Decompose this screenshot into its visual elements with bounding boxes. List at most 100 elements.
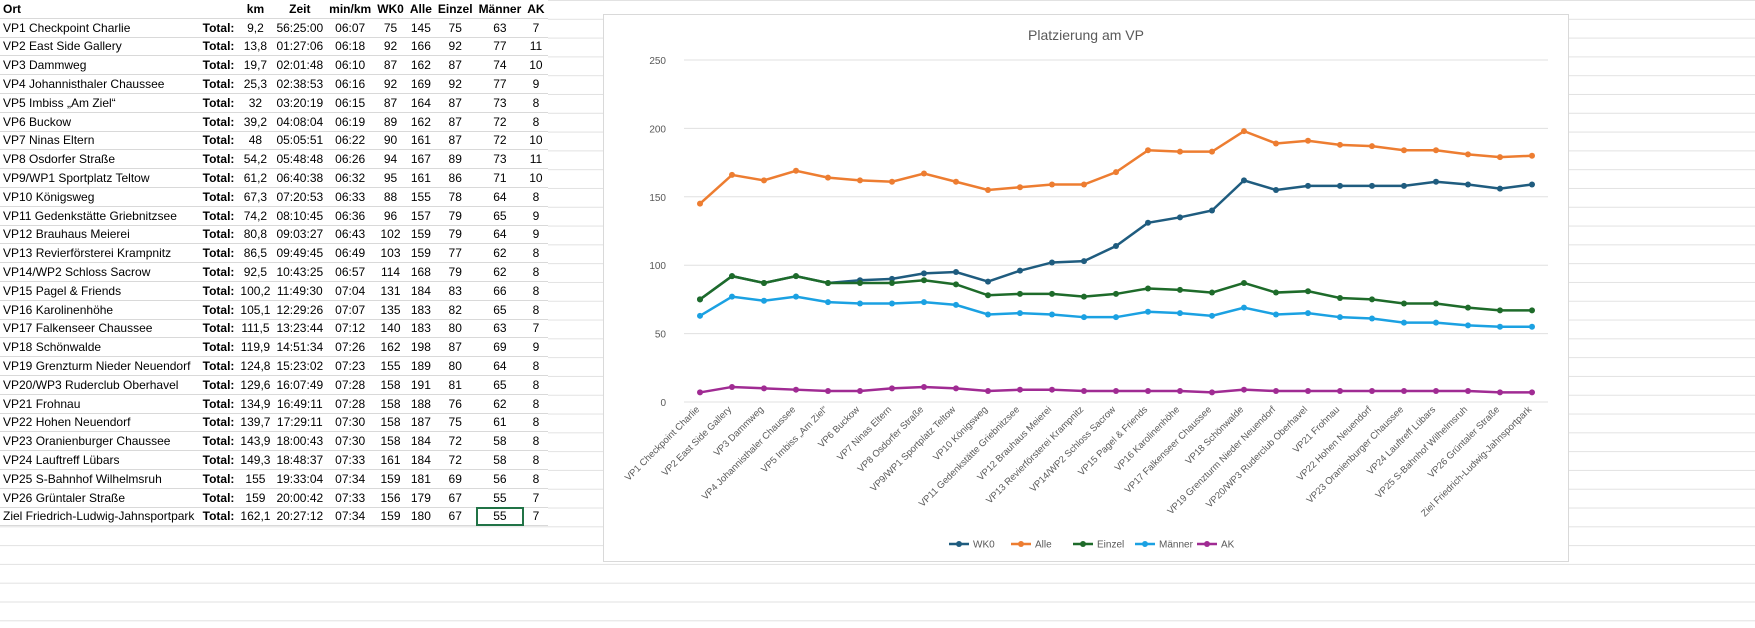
cell-zeit[interactable]: 05:05:51 (273, 131, 327, 151)
cell-pace[interactable]: 06:16 (326, 74, 375, 94)
cell-wk0[interactable]: 158 (374, 413, 407, 433)
cell-total-label[interactable]: Total: (197, 74, 238, 94)
cell-ak[interactable]: 10 (524, 55, 548, 76)
cell-km[interactable]: 67,3 (237, 187, 274, 207)
cell-alle[interactable]: 187 (406, 413, 435, 433)
cell-pace[interactable]: 07:28 (326, 375, 375, 395)
cell-pace[interactable]: 06:22 (326, 131, 375, 151)
cell-wk0[interactable]: 158 (374, 394, 407, 414)
cell-ak[interactable]: 8 (524, 450, 548, 470)
cell-ak[interactable]: 8 (524, 281, 548, 301)
cell-ort[interactable]: VP1 Checkpoint Charlie (0, 18, 198, 38)
cell-alle[interactable]: 184 (406, 431, 435, 452)
cell-pace[interactable]: 06:26 (326, 149, 375, 170)
cell-km[interactable]: 105,1 (237, 300, 274, 320)
cell-maenner[interactable]: 72 (475, 131, 525, 151)
cell-ak[interactable]: 8 (524, 356, 548, 376)
cell-ak[interactable]: 8 (524, 375, 548, 395)
cell-km[interactable]: 19,7 (237, 55, 274, 76)
cell-km[interactable]: 54,2 (237, 149, 274, 170)
cell-wk0[interactable]: 155 (374, 356, 407, 376)
cell-ort[interactable]: VP17 Falkenseer Chaussee (0, 319, 198, 339)
cell-wk0[interactable]: 95 (374, 168, 407, 188)
cell-einzel[interactable]: 87 (434, 112, 476, 132)
cell-total-label[interactable]: Total: (197, 225, 238, 245)
cell-ak[interactable]: 8 (524, 93, 548, 113)
cell-ak[interactable]: 10 (524, 168, 548, 188)
cell-km[interactable]: 74,2 (237, 206, 274, 226)
cell-wk0[interactable]: 103 (374, 243, 407, 264)
cell-wk0[interactable]: 140 (374, 319, 407, 339)
cell-total-label[interactable]: Total: (197, 187, 238, 207)
cell-wk0[interactable]: 158 (374, 375, 407, 395)
cell-maenner[interactable]: 71 (475, 168, 525, 188)
cell-einzel[interactable]: 67 (434, 488, 476, 508)
cell-total-label[interactable]: Total: (197, 37, 238, 57)
cell-km[interactable]: 155 (237, 469, 274, 489)
cell-einzel[interactable]: 87 (434, 337, 476, 358)
cell-maenner[interactable]: 64 (475, 187, 525, 207)
cell-wk0[interactable]: 159 (374, 507, 407, 527)
cell-einzel[interactable]: 81 (434, 375, 476, 395)
cell-alle[interactable]: 166 (406, 37, 435, 57)
cell-total-label[interactable]: Total: (197, 18, 238, 38)
cell-ort[interactable]: VP11 Gedenkstätte Griebnitzsee (0, 206, 198, 226)
cell-wk0[interactable]: 92 (374, 74, 407, 94)
cell-pace[interactable]: 07:30 (326, 431, 375, 452)
cell-alle[interactable]: 161 (406, 168, 435, 188)
cell-km[interactable]: 92,5 (237, 262, 274, 282)
cell-ort[interactable]: VP12 Brauhaus Meierei (0, 225, 198, 245)
cell-ak[interactable]: 8 (524, 431, 548, 452)
cell-zeit[interactable]: 10:43:25 (273, 262, 327, 282)
cell-einzel[interactable]: 75 (434, 18, 476, 38)
cell-zeit[interactable]: 12:29:26 (273, 300, 327, 320)
cell-alle[interactable]: 189 (406, 356, 435, 376)
cell-pace[interactable]: 07:34 (326, 507, 375, 527)
cell-total-label[interactable]: Total: (197, 55, 238, 76)
cell-einzel[interactable]: 92 (434, 37, 476, 57)
cell-total-label[interactable]: Total: (197, 375, 238, 395)
cell-zeit[interactable]: 08:10:45 (273, 206, 327, 226)
cell-maenner[interactable]: 66 (475, 281, 525, 301)
cell-pace[interactable]: 07:23 (326, 356, 375, 376)
cell-einzel[interactable]: 79 (434, 225, 476, 245)
cell-ort[interactable]: VP7 Ninas Eltern (0, 131, 198, 151)
cell-pace[interactable]: 06:19 (326, 112, 375, 132)
cell-ort[interactable]: VP18 Schönwalde (0, 337, 198, 358)
cell-wk0[interactable]: 162 (374, 337, 407, 358)
cell-alle[interactable]: 167 (406, 149, 435, 170)
cell-total-label[interactable]: Total: (197, 93, 238, 113)
cell-alle[interactable]: 159 (406, 225, 435, 245)
cell-wk0[interactable]: 88 (374, 187, 407, 207)
cell-pace[interactable]: 07:33 (326, 488, 375, 508)
cell-alle[interactable]: 191 (406, 375, 435, 395)
cell-einzel[interactable]: 79 (434, 206, 476, 226)
cell-zeit[interactable]: 02:38:53 (273, 74, 327, 94)
column-header[interactable]: km (237, 0, 274, 19)
cell-total-label[interactable]: Total: (197, 337, 238, 358)
cell-alle[interactable]: 183 (406, 319, 435, 339)
cell-ort[interactable]: VP21 Frohnau (0, 394, 198, 414)
cell-ak[interactable]: 9 (524, 206, 548, 226)
cell-einzel[interactable]: 87 (434, 55, 476, 76)
cell-pace[interactable]: 07:07 (326, 300, 375, 320)
cell-einzel[interactable]: 72 (434, 431, 476, 452)
cell-km[interactable]: 134,9 (237, 394, 274, 414)
cell-ak[interactable]: 10 (524, 131, 548, 151)
cell-alle[interactable]: 183 (406, 300, 435, 320)
cell-km[interactable]: 119,9 (237, 337, 274, 358)
cell-maenner[interactable]: 58 (475, 431, 525, 452)
cell-wk0[interactable]: 135 (374, 300, 407, 320)
cell-ort[interactable]: VP5 Imbiss „Am Ziel“ (0, 93, 198, 113)
cell-km[interactable]: 162,1 (237, 507, 274, 527)
cell-ak[interactable]: 11 (524, 37, 548, 57)
cell-wk0[interactable]: 159 (374, 469, 407, 489)
cell-pace[interactable]: 06:15 (326, 93, 375, 113)
cell-zeit[interactable]: 16:07:49 (273, 375, 327, 395)
cell-wk0[interactable]: 131 (374, 281, 407, 301)
cell-km[interactable]: 124,8 (237, 356, 274, 376)
cell-ort[interactable]: VP22 Hohen Neuendorf (0, 413, 198, 433)
cell-total-label[interactable]: Total: (197, 243, 238, 264)
cell-alle[interactable]: 161 (406, 131, 435, 151)
cell-pace[interactable]: 06:10 (326, 55, 375, 76)
